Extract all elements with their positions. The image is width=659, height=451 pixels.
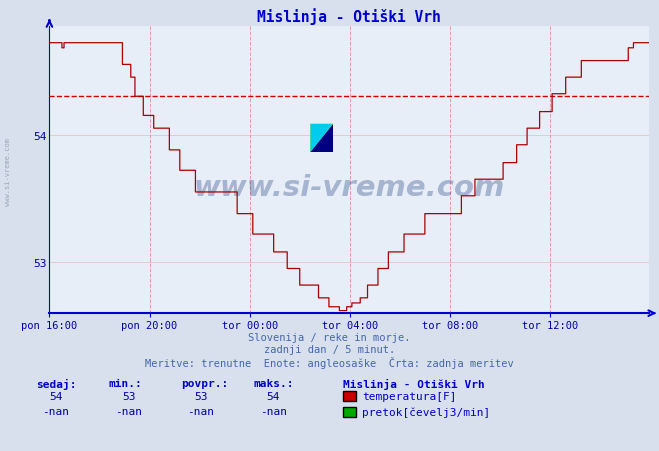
Text: Meritve: trenutne  Enote: angleosaške  Črta: zadnja meritev: Meritve: trenutne Enote: angleosaške Črt… — [145, 356, 514, 368]
Text: Slovenija / reke in morje.: Slovenija / reke in morje. — [248, 332, 411, 342]
Text: povpr.:: povpr.: — [181, 378, 229, 388]
Text: maks.:: maks.: — [254, 378, 294, 388]
Text: -nan: -nan — [188, 406, 214, 416]
Text: www.si-vreme.com: www.si-vreme.com — [194, 174, 505, 202]
Text: www.si-vreme.com: www.si-vreme.com — [5, 138, 11, 205]
Text: temperatura[F]: temperatura[F] — [362, 391, 457, 401]
Text: min.:: min.: — [109, 378, 142, 388]
Text: -nan: -nan — [43, 406, 69, 416]
Text: zadnji dan / 5 minut.: zadnji dan / 5 minut. — [264, 344, 395, 354]
Text: 54: 54 — [49, 391, 63, 401]
Text: 53: 53 — [122, 391, 135, 401]
Text: sedaj:: sedaj: — [36, 378, 76, 389]
Text: -nan: -nan — [115, 406, 142, 416]
Text: Mislinja - Otiški Vrh: Mislinja - Otiški Vrh — [343, 378, 484, 389]
Title: Mislinja - Otiški Vrh: Mislinja - Otiški Vrh — [258, 8, 441, 24]
Text: 54: 54 — [267, 391, 280, 401]
Text: 53: 53 — [194, 391, 208, 401]
Text: -nan: -nan — [260, 406, 287, 416]
Bar — [310, 124, 333, 153]
Polygon shape — [310, 124, 333, 153]
Polygon shape — [310, 124, 333, 153]
Text: pretok[čevelj3/min]: pretok[čevelj3/min] — [362, 407, 491, 417]
